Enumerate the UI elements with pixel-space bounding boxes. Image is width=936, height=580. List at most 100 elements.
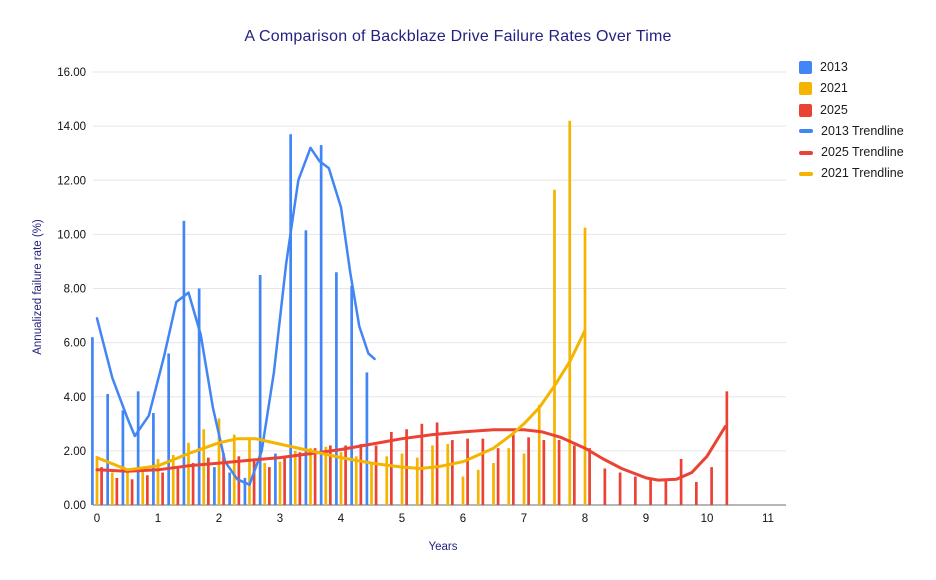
bar-2021[interactable] bbox=[187, 442, 190, 505]
bar-2025[interactable] bbox=[588, 448, 591, 505]
trendline-2013[interactable] bbox=[95, 146, 376, 486]
bar-2025[interactable] bbox=[207, 457, 210, 505]
bar-2013[interactable] bbox=[136, 391, 140, 505]
legend-item-2021-trendline[interactable]: 2021 Trendline bbox=[799, 167, 904, 180]
bar-2021[interactable] bbox=[126, 472, 129, 505]
bar-2021[interactable] bbox=[110, 472, 114, 505]
bar-2021[interactable] bbox=[522, 453, 526, 505]
bar-2025[interactable] bbox=[725, 391, 729, 505]
bar-2013[interactable] bbox=[91, 337, 94, 505]
bar-2021[interactable] bbox=[293, 450, 297, 506]
bar-2021[interactable] bbox=[568, 120, 572, 506]
trendline-2025[interactable] bbox=[95, 425, 727, 482]
bar-2021[interactable] bbox=[339, 452, 343, 505]
bar-2013[interactable] bbox=[365, 372, 369, 505]
bar-2025[interactable] bbox=[527, 437, 530, 505]
bar-2025[interactable] bbox=[573, 445, 576, 505]
bar-2025[interactable] bbox=[176, 467, 180, 505]
bar-2025[interactable] bbox=[268, 467, 271, 505]
bar-2013[interactable] bbox=[228, 472, 231, 505]
bar-2025[interactable] bbox=[466, 438, 469, 505]
bar-2013[interactable] bbox=[319, 145, 323, 505]
bar-2025[interactable] bbox=[435, 422, 439, 505]
bar-2021[interactable] bbox=[309, 448, 312, 505]
bar-2021[interactable] bbox=[354, 456, 358, 505]
bar-2025[interactable] bbox=[710, 467, 713, 505]
bar-2025[interactable] bbox=[390, 431, 393, 505]
bar-2021[interactable] bbox=[476, 469, 480, 505]
bar-2013[interactable] bbox=[121, 410, 125, 505]
legend-item-2013-trendline[interactable]: 2013 Trendline bbox=[799, 124, 904, 138]
bar-2025[interactable] bbox=[679, 458, 683, 505]
bar-2013[interactable] bbox=[182, 220, 186, 505]
bar-2025[interactable] bbox=[512, 434, 515, 505]
bar-2025[interactable] bbox=[664, 479, 668, 505]
bar-2025[interactable] bbox=[542, 440, 546, 505]
bar-2025[interactable] bbox=[634, 476, 637, 505]
bar-2013[interactable] bbox=[243, 477, 247, 505]
bar-2021[interactable] bbox=[171, 454, 175, 505]
bar-2025[interactable] bbox=[252, 458, 256, 505]
bar-2021[interactable] bbox=[400, 453, 404, 505]
bar-2025[interactable] bbox=[618, 472, 622, 505]
bar-2021[interactable] bbox=[278, 461, 282, 505]
bar-2021[interactable] bbox=[141, 469, 145, 505]
bar-2025[interactable] bbox=[649, 477, 652, 505]
bar-2013[interactable] bbox=[274, 453, 277, 505]
bar-2025[interactable] bbox=[100, 467, 103, 505]
bar-2013[interactable] bbox=[335, 272, 338, 505]
bar-2025[interactable] bbox=[695, 482, 698, 505]
bar-2025[interactable] bbox=[191, 463, 195, 505]
bar-2013[interactable] bbox=[350, 285, 353, 505]
bar-2013[interactable] bbox=[152, 412, 155, 505]
bar-2025[interactable] bbox=[557, 440, 561, 505]
bar-2013[interactable] bbox=[213, 467, 216, 505]
bar-2025[interactable] bbox=[603, 468, 607, 505]
bar-2025[interactable] bbox=[222, 453, 225, 505]
bar-2021[interactable] bbox=[232, 434, 236, 505]
bar-2025[interactable] bbox=[115, 477, 119, 505]
legend-item-2013[interactable]: 2013 bbox=[799, 61, 904, 74]
bar-2025[interactable] bbox=[283, 456, 286, 505]
bar-2021[interactable] bbox=[385, 456, 389, 505]
bar-2021[interactable] bbox=[446, 444, 450, 505]
bar-2013[interactable] bbox=[197, 288, 201, 506]
bar-2021[interactable] bbox=[553, 189, 556, 505]
bar-2021[interactable] bbox=[461, 476, 465, 505]
bar-2021[interactable] bbox=[507, 448, 511, 505]
bar-2025[interactable] bbox=[161, 472, 164, 505]
bar-2013[interactable] bbox=[258, 274, 262, 505]
legend-item-2021[interactable]: 2021 bbox=[799, 82, 904, 96]
bar-2021[interactable] bbox=[370, 463, 373, 505]
bar-2025[interactable] bbox=[344, 445, 347, 505]
trendline-2021[interactable] bbox=[95, 328, 587, 472]
bar-2021[interactable] bbox=[415, 457, 419, 505]
bar-2025[interactable] bbox=[496, 448, 500, 505]
bar-2013[interactable] bbox=[167, 353, 170, 505]
bar-2021[interactable] bbox=[263, 463, 267, 505]
bar-2021[interactable] bbox=[431, 445, 434, 505]
bar-2021[interactable] bbox=[324, 446, 328, 505]
bar-2013[interactable] bbox=[304, 230, 308, 505]
bar-2013[interactable] bbox=[106, 394, 109, 505]
bar-2025[interactable] bbox=[130, 479, 134, 505]
bar-2013[interactable] bbox=[289, 134, 292, 506]
bar-2025[interactable] bbox=[374, 445, 378, 505]
bar-2021[interactable] bbox=[248, 437, 251, 505]
bar-2025[interactable] bbox=[298, 452, 302, 505]
bar-2021[interactable] bbox=[492, 463, 495, 505]
bar-2025[interactable] bbox=[359, 444, 363, 505]
bar-2025[interactable] bbox=[313, 448, 317, 505]
bar-2021[interactable] bbox=[537, 404, 541, 505]
bar-2025[interactable] bbox=[481, 438, 485, 505]
bar-2021[interactable] bbox=[95, 456, 99, 505]
bar-2025[interactable] bbox=[451, 440, 454, 505]
bar-2021[interactable] bbox=[583, 227, 587, 506]
bar-2021[interactable] bbox=[202, 429, 206, 505]
bar-2025[interactable] bbox=[420, 423, 424, 505]
legend-item-2025-trendline[interactable]: 2025 Trendline bbox=[799, 146, 904, 159]
bar-2025[interactable] bbox=[329, 445, 332, 505]
legend-item-2025[interactable]: 2025 bbox=[799, 103, 904, 117]
bar-2025[interactable] bbox=[146, 475, 149, 505]
